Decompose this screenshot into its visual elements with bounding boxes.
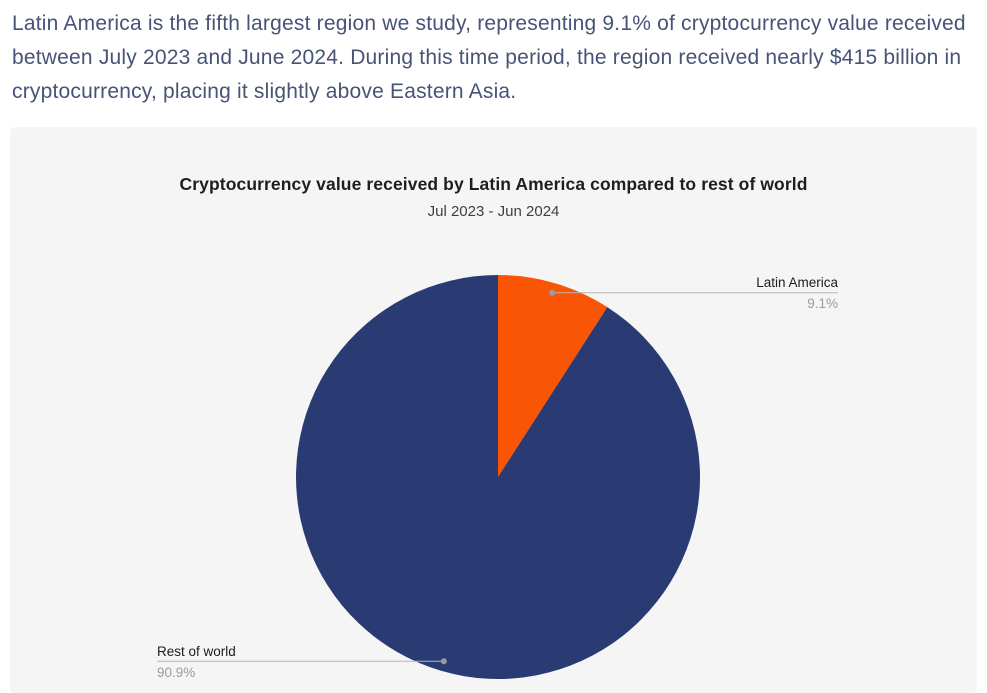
- slice-label-percent: 9.1%: [807, 296, 838, 311]
- pie-slice-latin-america[interactable]: [498, 275, 608, 477]
- pie-slice-rest-of-world[interactable]: [296, 275, 701, 680]
- leader-dot-latin-america: [549, 289, 556, 296]
- pie-chart-svg: [157, 275, 838, 680]
- slice-label-latin-america: Latin America 9.1%: [756, 274, 838, 312]
- slice-label-name: Latin America: [756, 275, 838, 290]
- slice-label-name: Rest of world: [157, 644, 236, 659]
- chart-subtitle: Jul 2023 - Jun 2024: [427, 203, 560, 220]
- intro-paragraph: Latin America is the fifth largest regio…: [12, 12, 966, 103]
- slice-label-rest-of-world: Rest of world 90.9%: [157, 643, 236, 681]
- chart-card: Cryptocurrency value received by Latin A…: [10, 127, 977, 693]
- chart-title: Cryptocurrency value received by Latin A…: [179, 174, 808, 194]
- slice-label-percent: 90.9%: [157, 665, 196, 680]
- leader-dot-rest-of-world: [440, 658, 447, 665]
